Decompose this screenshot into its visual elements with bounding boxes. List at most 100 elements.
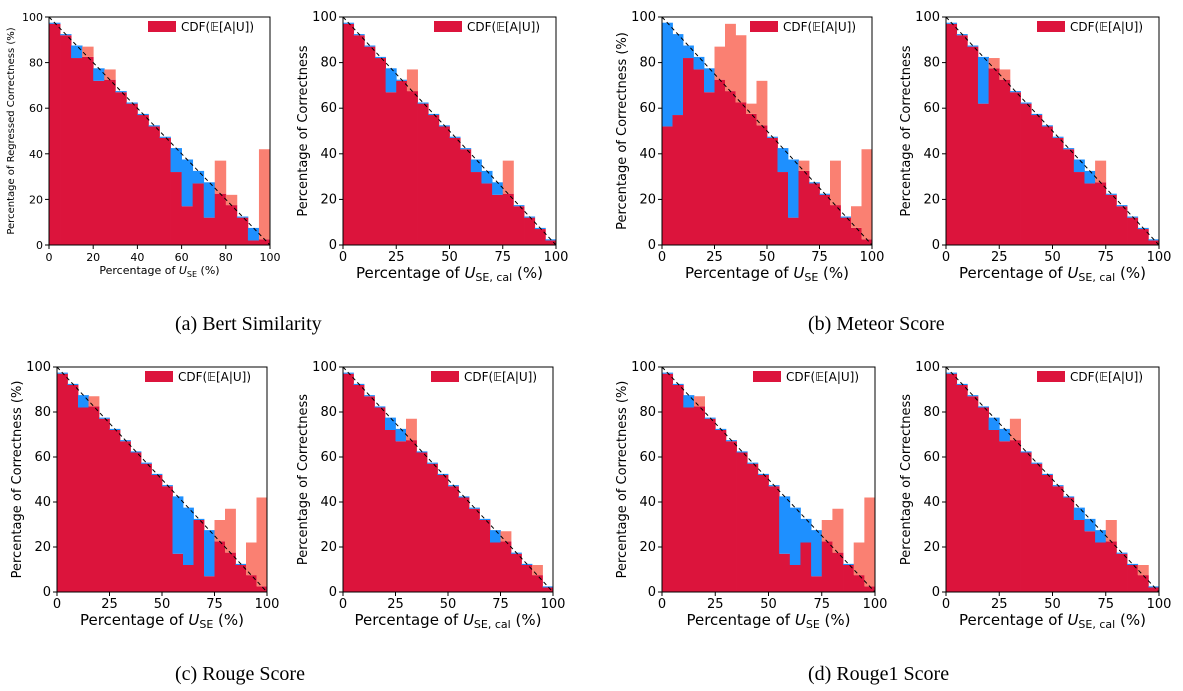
bar-overconfident bbox=[502, 160, 514, 194]
x-axis-label: Percentage of USE (%) bbox=[80, 611, 244, 631]
bar-overconfident bbox=[999, 69, 1011, 80]
bar-underconfident bbox=[427, 462, 438, 464]
bar-underconfident bbox=[203, 182, 216, 218]
bar-cdf bbox=[1127, 565, 1139, 592]
legend-swatch bbox=[1037, 371, 1065, 382]
bar-cdf bbox=[811, 576, 823, 592]
bar-underconfident bbox=[683, 45, 694, 59]
bar-underconfident bbox=[1127, 563, 1139, 565]
x-tick-label: 25 bbox=[388, 250, 405, 265]
bar-underconfident bbox=[236, 216, 249, 218]
bar-cdf bbox=[1116, 206, 1128, 245]
bar-underconfident bbox=[204, 530, 215, 577]
bar-underconfident bbox=[800, 518, 812, 543]
legend-label: CDF(𝔼[A|U]) bbox=[181, 20, 254, 34]
y-tick-label: 60 bbox=[34, 450, 51, 465]
bar-cdf bbox=[1084, 531, 1096, 592]
bar-underconfident bbox=[843, 563, 855, 565]
y-tick-label: 40 bbox=[320, 147, 337, 162]
bar-underconfident bbox=[1084, 518, 1096, 532]
y-tick-label: 80 bbox=[34, 405, 51, 420]
y-tick-label: 60 bbox=[29, 102, 43, 115]
bar-cdf bbox=[662, 126, 673, 245]
bar-cdf bbox=[800, 542, 812, 592]
bar-cdf bbox=[492, 194, 504, 245]
bar-cdf bbox=[417, 103, 429, 245]
x-tick-label: 100 bbox=[544, 250, 569, 265]
bar-cdf bbox=[967, 396, 979, 592]
bar-underconfident bbox=[788, 159, 799, 218]
bar-overconfident bbox=[756, 80, 768, 126]
bar-underconfident bbox=[479, 518, 491, 520]
bar-cdf bbox=[767, 137, 778, 245]
x-tick-label: 75 bbox=[492, 597, 509, 612]
bar-underconfident bbox=[967, 395, 979, 397]
bar-cdf bbox=[683, 58, 694, 245]
bar-underconfident bbox=[374, 406, 386, 408]
bar-cdf bbox=[78, 407, 89, 592]
bar-cdf bbox=[725, 441, 737, 592]
y-tick-label: 20 bbox=[320, 540, 337, 555]
bar-overconfident bbox=[225, 194, 238, 206]
y-tick-label: 80 bbox=[320, 56, 337, 71]
bar-cdf bbox=[736, 452, 748, 592]
bar-overconfident bbox=[532, 565, 543, 576]
bar-cdf bbox=[141, 463, 152, 592]
bar-cdf bbox=[148, 126, 160, 245]
bar-underconfident bbox=[385, 68, 397, 93]
x-tick-label: 100 bbox=[1147, 597, 1172, 612]
y-tick-label: 20 bbox=[639, 540, 656, 555]
bar-cdf bbox=[162, 486, 173, 592]
bar-cdf bbox=[1148, 240, 1160, 245]
ideal-diagonal-line bbox=[342, 16, 557, 246]
bar-overconfident bbox=[861, 149, 873, 240]
bar-overconfident bbox=[864, 497, 876, 587]
bar-cdf bbox=[714, 79, 726, 245]
y-axis-label: Percentage of Correctness bbox=[899, 394, 914, 565]
bar-cdf bbox=[967, 46, 979, 245]
bar-cdf bbox=[861, 239, 873, 245]
bar-cdf bbox=[853, 575, 865, 592]
legend-swatch bbox=[753, 371, 781, 382]
bar-cdf bbox=[704, 418, 716, 592]
subplot-a-left: 0 20 40 60 80 100 0 20 40 60 80 100 Percentage of US… bbox=[6, 11, 281, 279]
bar-cdf bbox=[481, 183, 493, 245]
y-tick-label: 0 bbox=[329, 238, 337, 253]
ideal-diagonal-line bbox=[945, 366, 1160, 593]
bar-overconfident bbox=[851, 206, 862, 228]
bar-cdf bbox=[500, 541, 512, 592]
legend-swatch bbox=[148, 21, 176, 32]
x-tick-label: 0 bbox=[942, 597, 950, 612]
bar-underconfident bbox=[492, 182, 504, 195]
bar-cdf bbox=[130, 452, 142, 592]
x-tick-label: 0 bbox=[339, 250, 347, 265]
bar-underconfident bbox=[115, 91, 127, 93]
ideal-diagonal-line bbox=[661, 366, 876, 593]
y-tick-label: 100 bbox=[26, 360, 51, 375]
legend-label: CDF(𝔼[A|U]) bbox=[783, 20, 856, 34]
bar-cdf bbox=[490, 542, 501, 592]
y-axis-label: Percentage of Correctness bbox=[296, 45, 311, 216]
y-axis-label: Percentage of Correctness bbox=[899, 45, 914, 216]
x-tick-label: 0 bbox=[53, 597, 61, 612]
bar-cdf bbox=[1105, 194, 1117, 245]
bar-underconfident bbox=[460, 148, 472, 150]
bar-overconfident bbox=[1137, 565, 1149, 576]
bar-cdf bbox=[82, 56, 94, 246]
ideal-diagonal-line bbox=[56, 366, 268, 593]
y-tick-label: 100 bbox=[631, 360, 656, 375]
bar-underconfident bbox=[93, 68, 105, 81]
bar-cdf bbox=[385, 430, 396, 592]
x-tick-label: 25 bbox=[387, 597, 404, 612]
bar-cdf bbox=[67, 385, 79, 592]
bar-underconfident bbox=[1063, 148, 1075, 150]
bar-cdf bbox=[777, 172, 789, 245]
bar-underconfident bbox=[490, 530, 501, 543]
bar-cdf bbox=[225, 205, 238, 245]
bar-underconfident bbox=[364, 45, 376, 47]
bar-cdf bbox=[192, 183, 205, 245]
bar-underconfident bbox=[437, 473, 449, 475]
bar-overconfident bbox=[1105, 520, 1117, 542]
bar-cdf bbox=[395, 441, 407, 592]
